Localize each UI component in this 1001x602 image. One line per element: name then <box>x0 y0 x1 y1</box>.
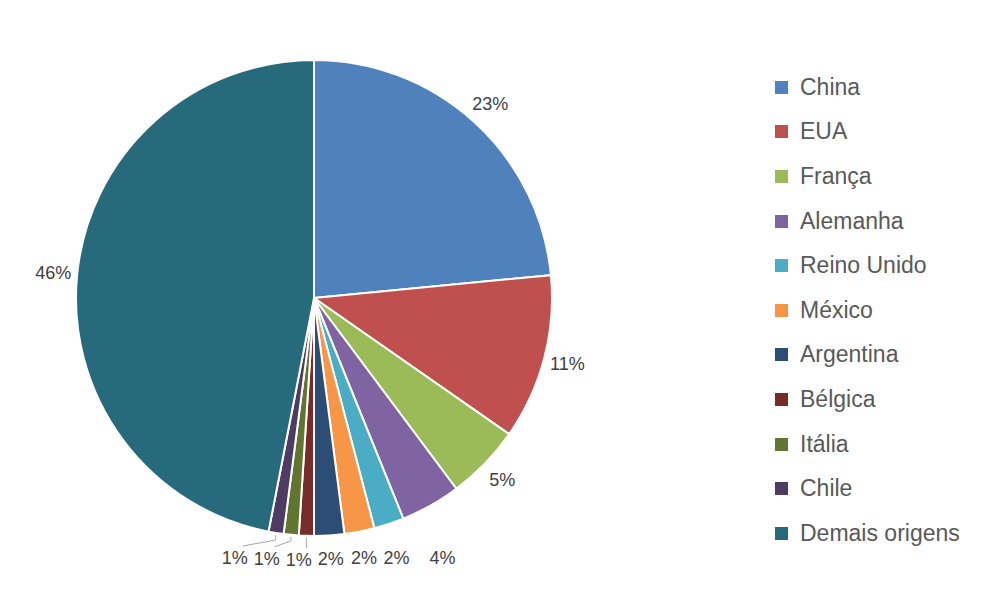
html-text:México: México <box>800 296 873 323</box>
html-text:Argentina: Argentina <box>800 341 899 368</box>
html-text:Demais origens: Demais origens <box>800 519 960 546</box>
html-text:Reino Unido: Reino Unido <box>800 252 927 279</box>
svg-text:1%: 1% <box>254 549 280 569</box>
svg-text:2%: 2% <box>384 548 410 568</box>
svg-text:2%: 2% <box>318 549 344 569</box>
svg-text:1%: 1% <box>286 550 312 570</box>
svg-text:1%: 1% <box>222 548 248 568</box>
svg-text:46%: 46% <box>35 263 71 283</box>
html-text:Alemanha: Alemanha <box>800 207 904 234</box>
svg-text:11%: 11% <box>550 354 585 374</box>
html-text:França: França <box>800 163 872 189</box>
html-text:EUA: EUA <box>800 118 848 145</box>
svg-text:4%: 4% <box>430 548 456 568</box>
svg-text:23%: 23% <box>472 94 508 114</box>
svg-text:2%: 2% <box>351 548 377 568</box>
html-text:Itália: Itália <box>800 430 849 457</box>
html-text:Chile: Chile <box>800 475 853 502</box>
html-text:Bélgica: Bélgica <box>800 386 876 412</box>
html-text:China: China <box>800 73 861 100</box>
svg-text:5%: 5% <box>489 470 515 490</box>
